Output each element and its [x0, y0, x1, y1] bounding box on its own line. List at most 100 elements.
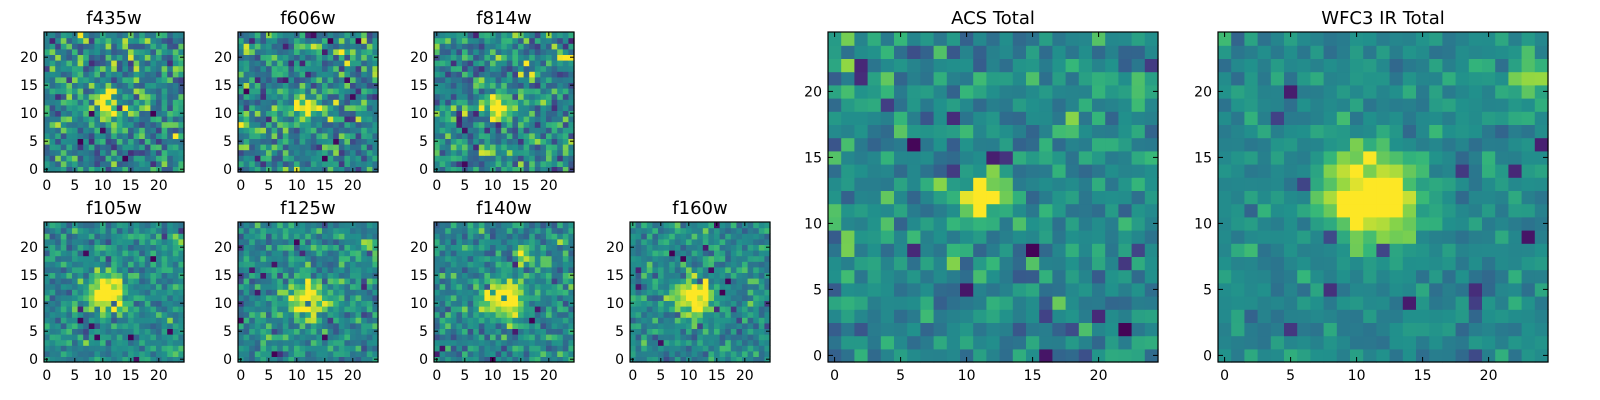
heatmap-cell — [139, 166, 146, 173]
heatmap-cell — [646, 272, 653, 279]
heatmap-cell — [100, 250, 107, 257]
heatmap-cell — [88, 127, 95, 134]
heatmap-cell — [478, 311, 485, 318]
heatmap-cell — [758, 334, 765, 341]
heatmap-cell — [551, 76, 558, 83]
heatmap-cell — [344, 350, 351, 357]
heatmap-cell — [271, 294, 278, 301]
heatmap-cell — [77, 155, 84, 162]
heatmap-cell — [243, 345, 250, 352]
heatmap-cell — [116, 104, 123, 111]
heatmap-cell — [753, 339, 760, 346]
heatmap-cell — [501, 356, 508, 363]
heatmap-cell — [178, 306, 185, 313]
heatmap-cell — [456, 32, 463, 39]
heatmap-cell — [1105, 58, 1119, 73]
heatmap-cell — [1039, 84, 1053, 99]
heatmap-cell — [277, 132, 284, 139]
heatmap-cell — [557, 149, 564, 156]
heatmap-cell — [361, 48, 368, 55]
heatmap-cell — [512, 166, 519, 173]
heatmap-cell — [546, 300, 553, 307]
heatmap-cell — [44, 350, 51, 357]
heatmap-cell — [540, 149, 547, 156]
heatmap-cell — [305, 222, 312, 229]
heatmap-cell — [355, 250, 362, 257]
heatmap-cell — [299, 306, 306, 313]
heatmap-cell — [490, 144, 497, 151]
heatmap-cell — [999, 177, 1014, 191]
heatmap-cell — [361, 300, 368, 307]
heatmap-cell — [841, 98, 855, 112]
heatmap-cell — [557, 255, 564, 262]
heatmap-cell — [49, 261, 56, 268]
heatmap-cell — [133, 93, 140, 100]
heatmap-cell — [534, 300, 541, 307]
heatmap-cell — [49, 48, 56, 55]
heatmap-cell — [1052, 137, 1067, 152]
heatmap-cell — [156, 99, 163, 106]
heatmap-cell — [1144, 124, 1159, 139]
heatmap-cell — [907, 45, 921, 59]
heatmap-cell — [94, 82, 101, 89]
heatmap-cell — [546, 345, 553, 352]
heatmap-cell — [94, 238, 101, 245]
heatmap-cell — [434, 294, 441, 301]
heatmap-cell — [243, 306, 250, 313]
heatmap-cell — [66, 65, 73, 72]
heatmap-cell — [568, 37, 575, 44]
heatmap-cell — [568, 155, 575, 162]
heatmap-cell — [630, 334, 637, 341]
heatmap-cell — [714, 339, 721, 346]
heatmap-cell — [111, 356, 118, 363]
heatmap-cell — [512, 227, 519, 234]
heatmap-cell — [439, 356, 446, 363]
heatmap-cell — [144, 261, 151, 268]
heatmap-cell — [243, 116, 250, 123]
heatmap-cell — [546, 350, 553, 357]
heatmap-cell — [139, 317, 146, 324]
heatmap-cell — [144, 306, 151, 313]
heatmap-cell — [254, 272, 261, 279]
heatmap-cell — [1092, 296, 1106, 310]
heatmap-cell — [139, 222, 146, 229]
heatmap-cell — [753, 289, 760, 296]
heatmap-cell — [867, 32, 882, 46]
heatmap-cell — [271, 76, 278, 83]
x-tick-label: 0 — [432, 178, 441, 194]
heatmap-cell — [462, 238, 469, 245]
heatmap-cell — [294, 37, 301, 44]
heatmap-cell — [557, 289, 564, 296]
heatmap-cell — [445, 300, 452, 307]
heatmap-cell — [568, 339, 575, 346]
heatmap-cell — [144, 60, 151, 67]
heatmap-cell — [880, 230, 895, 244]
heatmap-cell — [562, 334, 569, 341]
heatmap-cell — [546, 37, 553, 44]
panel-title: ACS Total — [951, 8, 1035, 29]
heatmap-cell — [254, 261, 261, 268]
heatmap-cell — [973, 230, 987, 244]
heatmap-cells — [434, 222, 575, 363]
heatmap-cell — [1131, 111, 1146, 125]
heatmap-cell — [742, 306, 749, 313]
heatmap-cell — [83, 116, 90, 123]
heatmap-cell — [478, 350, 485, 357]
heatmap-cell — [445, 48, 452, 55]
x-tick-label: 10 — [288, 368, 306, 384]
heatmap-cell — [1105, 256, 1119, 271]
heatmap-cell — [49, 88, 56, 95]
heatmap-cell — [736, 278, 743, 285]
heatmap-cell — [529, 82, 536, 89]
heatmap-cell — [243, 48, 250, 55]
heatmap-cell — [1012, 243, 1027, 257]
heatmap-cell — [434, 317, 441, 324]
heatmap-cell — [94, 278, 101, 285]
heatmap-cell — [161, 99, 168, 106]
heatmap-cell — [372, 250, 379, 257]
heatmap-cell — [361, 306, 368, 313]
heatmap-cell — [551, 43, 558, 50]
heatmap-cell — [243, 138, 250, 145]
heatmap-cell — [518, 289, 525, 296]
heatmap-cell — [322, 227, 329, 234]
